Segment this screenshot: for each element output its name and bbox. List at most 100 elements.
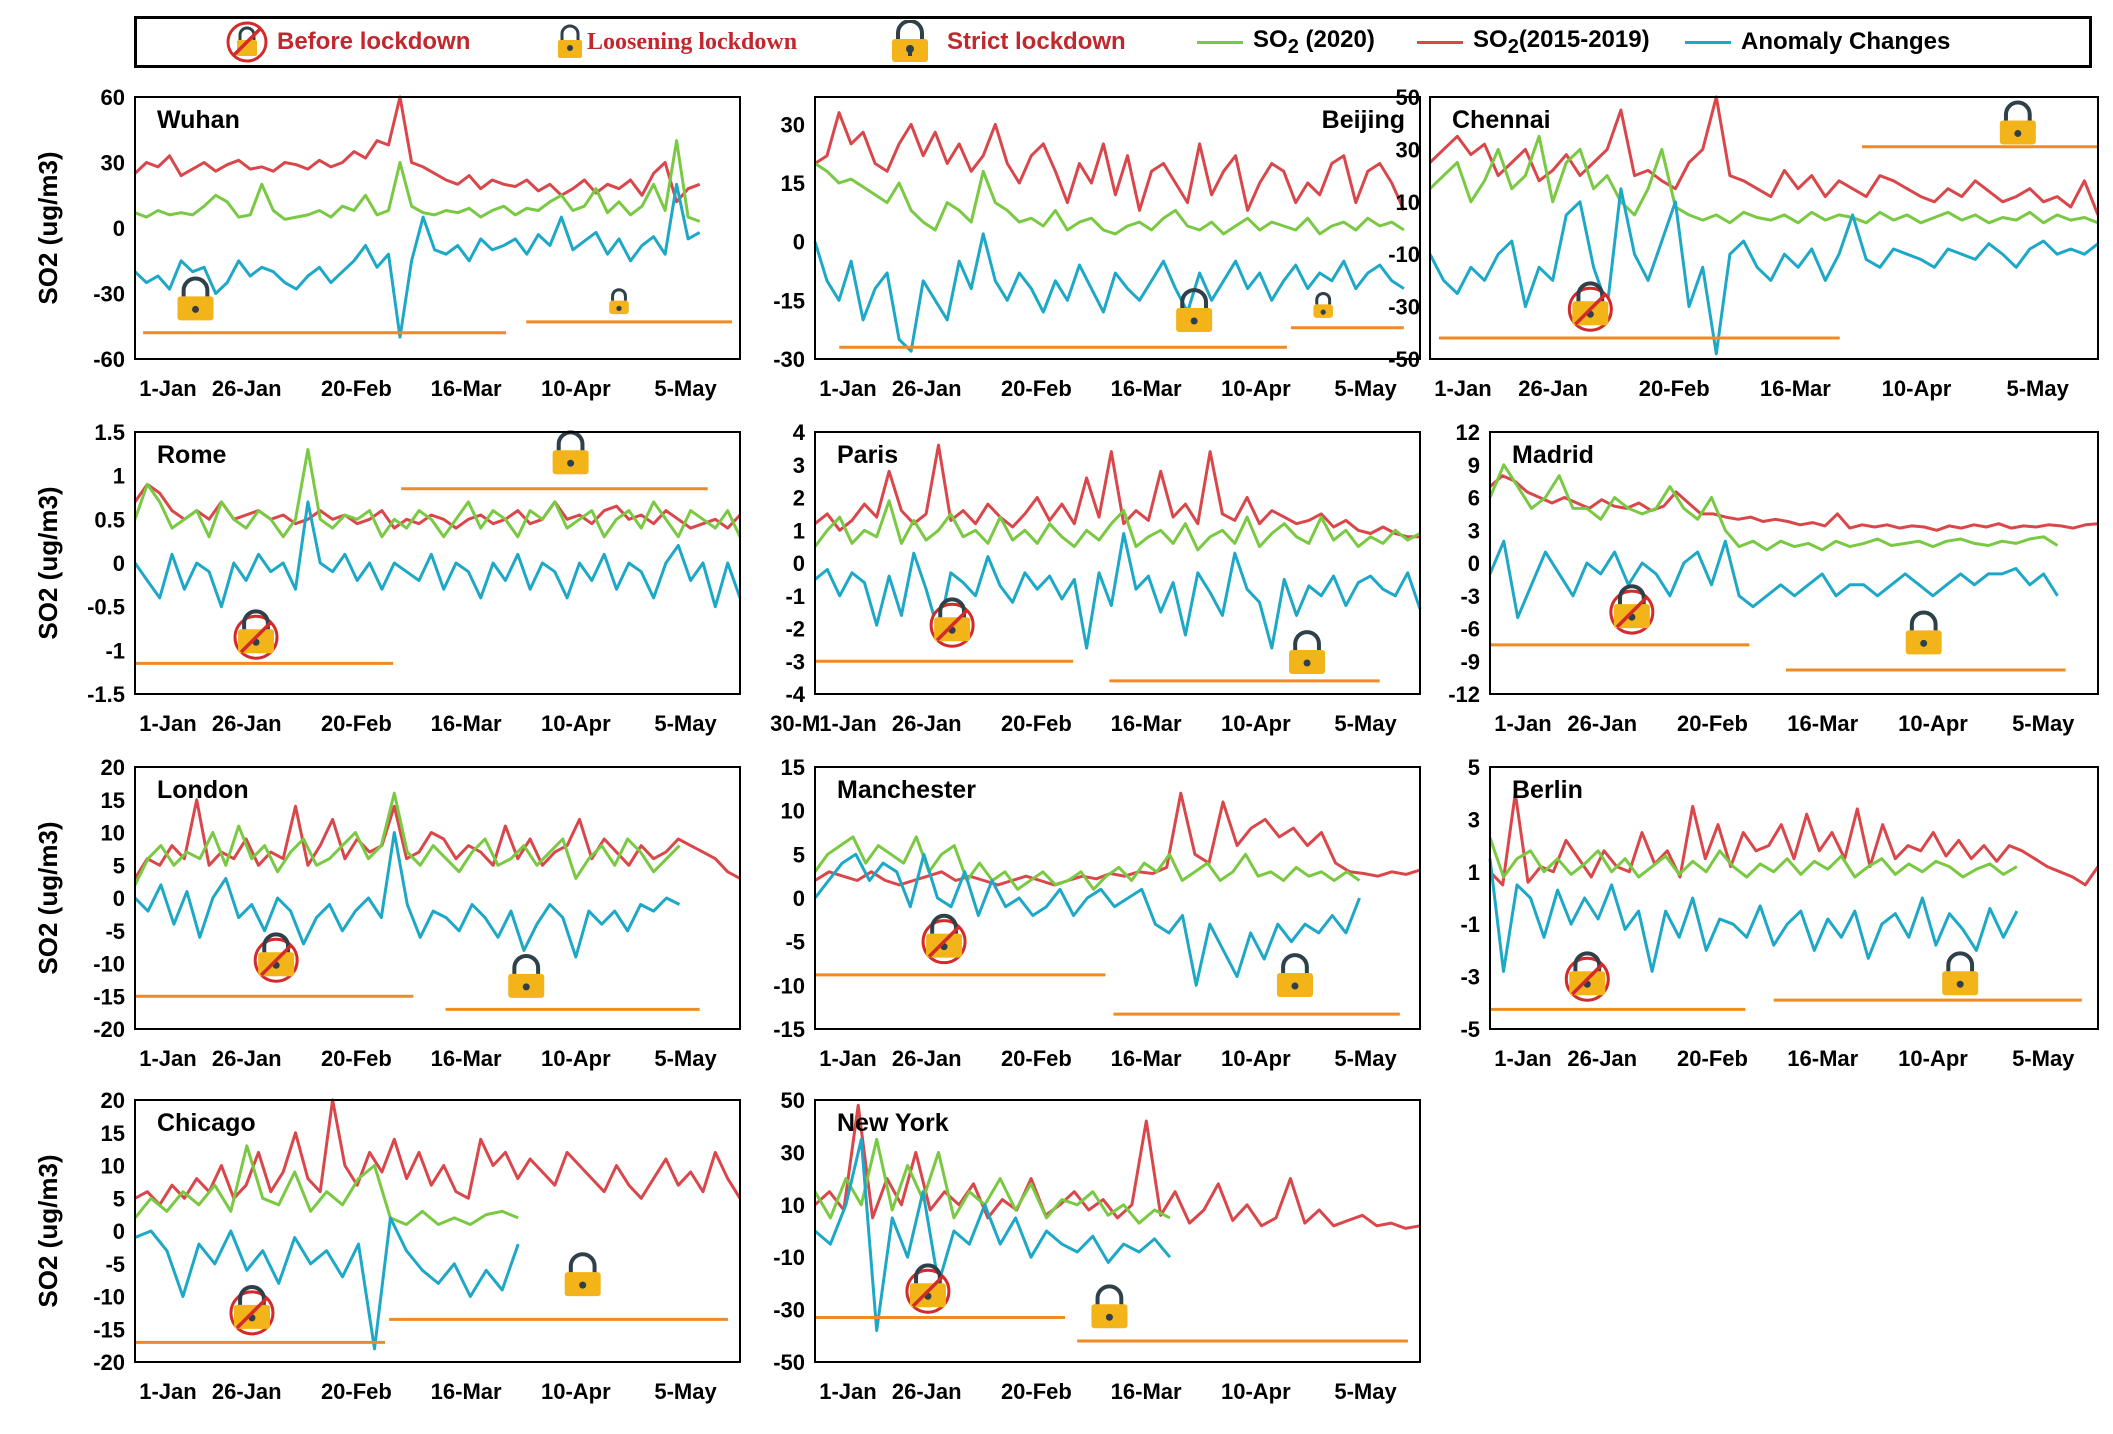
y-tick-label: 0 xyxy=(113,1219,125,1244)
y-tick-label: -30 xyxy=(1388,295,1420,320)
before-lockdown-icon xyxy=(226,21,268,63)
y-tick-label: 12 xyxy=(1456,420,1480,445)
legend-so2-2020-swatch xyxy=(1197,40,1243,44)
plot-frame xyxy=(1489,766,2099,1030)
x-tick-label: 20-Feb xyxy=(1639,376,1710,401)
x-tick-label: 20-Feb xyxy=(1001,1379,1072,1404)
y-axis-label: SO2 (ug/m3) xyxy=(33,821,63,974)
y-tick-label: -1 xyxy=(785,584,805,609)
y-tick-label: 0 xyxy=(113,886,125,911)
chart-wuhan: 60 30 0 -30 -60 1-Jan 26-Jan 20-Feb 16-Mar 10-Apr… xyxy=(33,85,741,401)
lockdown-icon-strict xyxy=(564,1252,601,1297)
series-anomaly-changes xyxy=(133,182,701,339)
chart-rome: 1.5 1 0.5 0 -0.5 -1 -1.5 1-Jan 26-Jan 20-Feb 16-Ma… xyxy=(33,420,820,736)
y-tick-label: -30 xyxy=(93,282,125,307)
legend-loosening: Loosening lockdown xyxy=(555,19,797,65)
x-tick-label: 16-Mar xyxy=(1111,1379,1182,1404)
x-tick-label: 20-Feb xyxy=(321,711,392,736)
y-tick-label: -50 xyxy=(1388,347,1420,372)
legend-box: Before lockdown Loosening lockdown Stric… xyxy=(134,16,2092,68)
x-tick-label: 16-Mar xyxy=(1787,1046,1858,1071)
y-tick-label: 0.5 xyxy=(94,507,125,532)
legend-so2-hist-sub: 2 xyxy=(1507,35,1519,58)
x-tick-label: 26-Jan xyxy=(212,1046,282,1071)
y-tick-label: 1 xyxy=(1468,860,1480,885)
series-so2-2015-2019 xyxy=(814,791,1421,887)
x-tick-label: 1-Jan xyxy=(1494,1046,1551,1071)
y-tick-label: 10 xyxy=(781,799,805,824)
lockdown-icon-before xyxy=(929,597,975,648)
city-title: Manchester xyxy=(837,776,976,804)
x-tick-label: 10-Apr xyxy=(1882,376,1952,401)
y-tick-label: -3 xyxy=(1460,584,1480,609)
y-tick-label: 5 xyxy=(113,853,125,878)
x-tick-label: 26-Jan xyxy=(1567,1046,1637,1071)
y-tick-label: -5 xyxy=(105,1252,125,1277)
x-tick-label: 16-Mar xyxy=(1111,376,1182,401)
city-title: Madrid xyxy=(1512,441,1594,469)
city-title: Paris xyxy=(837,441,898,469)
plot-frame xyxy=(134,1099,741,1363)
y-tick-label: 20 xyxy=(101,755,125,780)
y-tick-label: -60 xyxy=(93,347,125,372)
legend-anomaly-swatch xyxy=(1685,40,1731,44)
plot-frame xyxy=(814,96,1421,360)
x-tick-label: 1-Jan xyxy=(1434,376,1491,401)
city-title: Wuhan xyxy=(157,106,240,134)
y-tick-label: -15 xyxy=(93,984,125,1009)
y-tick-label: 5 xyxy=(793,842,805,867)
series-anomaly-changes xyxy=(1428,187,2099,356)
loosening-lockdown-icon xyxy=(558,24,582,58)
y-tick-label: 30 xyxy=(781,1140,805,1165)
series-anomaly-changes xyxy=(813,852,1361,987)
y-tick-label: 1 xyxy=(113,464,125,489)
x-tick-label: 26-Jan xyxy=(892,1046,962,1071)
y-tick-label: 0 xyxy=(1468,551,1480,576)
y-tick-label: -10 xyxy=(93,1285,125,1310)
y-tick-label: 0 xyxy=(113,551,125,576)
city-title: London xyxy=(157,776,249,804)
y-tick-label: -5 xyxy=(105,919,125,944)
legend-so2-hist-swatch xyxy=(1417,40,1463,44)
x-tick-label: 10-Apr xyxy=(541,376,611,401)
y-tick-label: 0 xyxy=(793,230,805,255)
legend-loosening-label: Loosening lockdown xyxy=(587,28,798,55)
y-tick-label: 15 xyxy=(101,788,125,813)
x-tick-label: 10-Apr xyxy=(1898,711,1968,736)
y-tick-label: -20 xyxy=(93,1017,125,1042)
y-tick-label: -9 xyxy=(1460,649,1480,674)
y-axis-label: SO2 (ug/m3) xyxy=(33,486,63,639)
y-tick-label: 1 xyxy=(793,518,805,543)
series-so2-2015-2019 xyxy=(1488,791,2100,887)
series-anomaly-changes xyxy=(134,1216,520,1351)
x-tick-label: 16-Mar xyxy=(1111,711,1182,736)
y-tick-label: -20 xyxy=(93,1350,125,1375)
y-tick-label: 1.5 xyxy=(94,420,125,445)
lockdown-icon-strict xyxy=(177,276,214,321)
chart-chennai: 50 30 10 -10 -30 -50 1-Jan 26-Jan 20-Feb 16-Mar 10… xyxy=(1388,85,2100,401)
x-tick-label: 26-Jan xyxy=(212,711,282,736)
series-anomaly-changes xyxy=(133,500,742,609)
x-tick-label: 1-Jan xyxy=(1494,711,1551,736)
x-tick-label: 5-May xyxy=(1334,1046,1397,1071)
x-tick-label: 20-Feb xyxy=(321,376,392,401)
plot-frame xyxy=(814,431,1421,695)
plot-frame xyxy=(1489,431,2099,695)
x-tick-label: 16-Mar xyxy=(431,376,502,401)
y-tick-label: -3 xyxy=(785,649,805,674)
series-so2-2015-2019 xyxy=(1428,95,2100,216)
x-tick-label: 16-Mar xyxy=(431,711,502,736)
x-tick-label: 16-Mar xyxy=(1787,711,1858,736)
y-tick-label: 30 xyxy=(1396,137,1420,162)
y-tick-label: -15 xyxy=(773,288,805,313)
lockdown-icon-strict xyxy=(1905,610,1942,655)
series-so2-2020 xyxy=(1488,463,2059,552)
y-tick-label: 30 xyxy=(781,112,805,137)
x-tick-label: 10-Apr xyxy=(1898,1046,1968,1071)
x-tick-label: 16-Mar xyxy=(431,1046,502,1071)
series-so2-2020 xyxy=(133,791,681,886)
chart-berlin: 5 3 1 -1 -3 -5 1-Jan 26-Jan 20-Feb 16-Mar 10-Apr 5-… xyxy=(1460,755,2100,1071)
x-tick-label: 10-Apr xyxy=(1221,1379,1291,1404)
lockdown-icon-before xyxy=(1564,951,1610,1002)
x-tick-label: 30-M xyxy=(770,711,820,736)
